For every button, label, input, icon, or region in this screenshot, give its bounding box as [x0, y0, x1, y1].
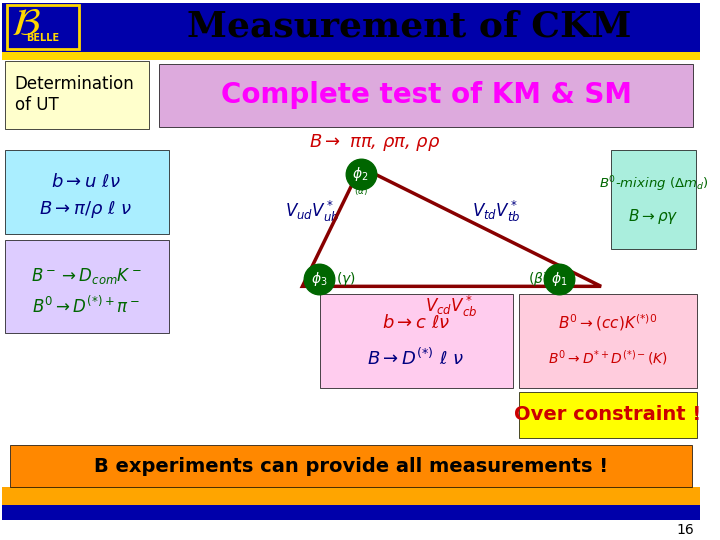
Text: $V_{ud}V_{ub}^*$: $V_{ud}V_{ub}^*$	[285, 199, 339, 224]
FancyBboxPatch shape	[518, 294, 697, 388]
FancyBboxPatch shape	[1, 3, 700, 52]
Text: $B^0\rightarrow D^{*+}D^{(*)-}(K)$: $B^0\rightarrow D^{*+}D^{(*)-}(K)$	[548, 348, 668, 367]
Text: $B^0\rightarrow (cc)K^{(*)0}$: $B^0\rightarrow (cc)K^{(*)0}$	[558, 313, 657, 334]
FancyBboxPatch shape	[1, 52, 700, 59]
Text: $\phi_1$: $\phi_1$	[552, 271, 567, 288]
Text: $\phi_3$: $\phi_3$	[310, 271, 327, 288]
FancyBboxPatch shape	[518, 392, 697, 437]
Text: $V_{td}V_{tb}^*$: $V_{td}V_{tb}^*$	[472, 199, 521, 224]
Text: $B^0$-mixing $(\Delta m_d)$: $B^0$-mixing $(\Delta m_d)$	[599, 174, 708, 194]
Text: $\phi_2$: $\phi_2$	[352, 165, 369, 183]
Text: $b\rightarrow u\ \ell\nu$: $b\rightarrow u\ \ell\nu$	[51, 173, 121, 191]
FancyBboxPatch shape	[6, 5, 79, 49]
Text: BELLE: BELLE	[26, 32, 59, 43]
Text: $_{(\alpha)}$: $_{(\alpha)}$	[354, 185, 368, 198]
Text: $V_{cd}V_{cb}^*$: $V_{cd}V_{cb}^*$	[425, 294, 477, 319]
Text: $b\rightarrow c\ \ell\nu$: $b\rightarrow c\ \ell\nu$	[382, 314, 450, 332]
FancyBboxPatch shape	[4, 60, 149, 129]
Text: $B\rightarrow D^{(*)}\ \ell\ \nu$: $B\rightarrow D^{(*)}\ \ell\ \nu$	[367, 347, 464, 369]
FancyBboxPatch shape	[9, 446, 692, 487]
FancyBboxPatch shape	[320, 294, 513, 388]
Text: 16: 16	[677, 523, 694, 537]
FancyBboxPatch shape	[4, 150, 168, 234]
Text: B experiments can provide all measurements !: B experiments can provide all measuremen…	[94, 457, 608, 476]
Text: $B^-\rightarrow D_{com}K^-$: $B^-\rightarrow D_{com}K^-$	[31, 266, 142, 286]
Text: $B\rightarrow \rho\gamma$: $B\rightarrow \rho\gamma$	[628, 207, 679, 226]
Text: B$\rightarrow$ $\pi\pi$, $\rho\pi$, $\rho\rho$: B$\rightarrow$ $\pi\pi$, $\rho\pi$, $\rh…	[310, 132, 441, 153]
Text: $(\beta)$: $(\beta)$	[528, 271, 548, 288]
FancyBboxPatch shape	[4, 240, 168, 333]
Text: $B^0\rightarrow D^{(*)+}\pi^-$: $B^0\rightarrow D^{(*)+}\pi^-$	[32, 295, 140, 317]
FancyBboxPatch shape	[611, 150, 696, 248]
FancyBboxPatch shape	[1, 505, 700, 520]
FancyBboxPatch shape	[1, 487, 700, 505]
Text: Complete test of KM & SM: Complete test of KM & SM	[221, 82, 632, 109]
Text: Over constraint !: Over constraint !	[514, 405, 701, 424]
Text: $(\gamma)$: $(\gamma)$	[336, 271, 356, 288]
Text: Measurement of CKM: Measurement of CKM	[186, 10, 631, 44]
Text: Determination
of UT: Determination of UT	[14, 75, 135, 114]
FancyBboxPatch shape	[159, 64, 693, 127]
Text: $\mathcal{B}$: $\mathcal{B}$	[12, 5, 41, 43]
Text: $B\rightarrow \pi/\rho\ \ell\ \nu$: $B\rightarrow \pi/\rho\ \ell\ \nu$	[40, 199, 133, 220]
